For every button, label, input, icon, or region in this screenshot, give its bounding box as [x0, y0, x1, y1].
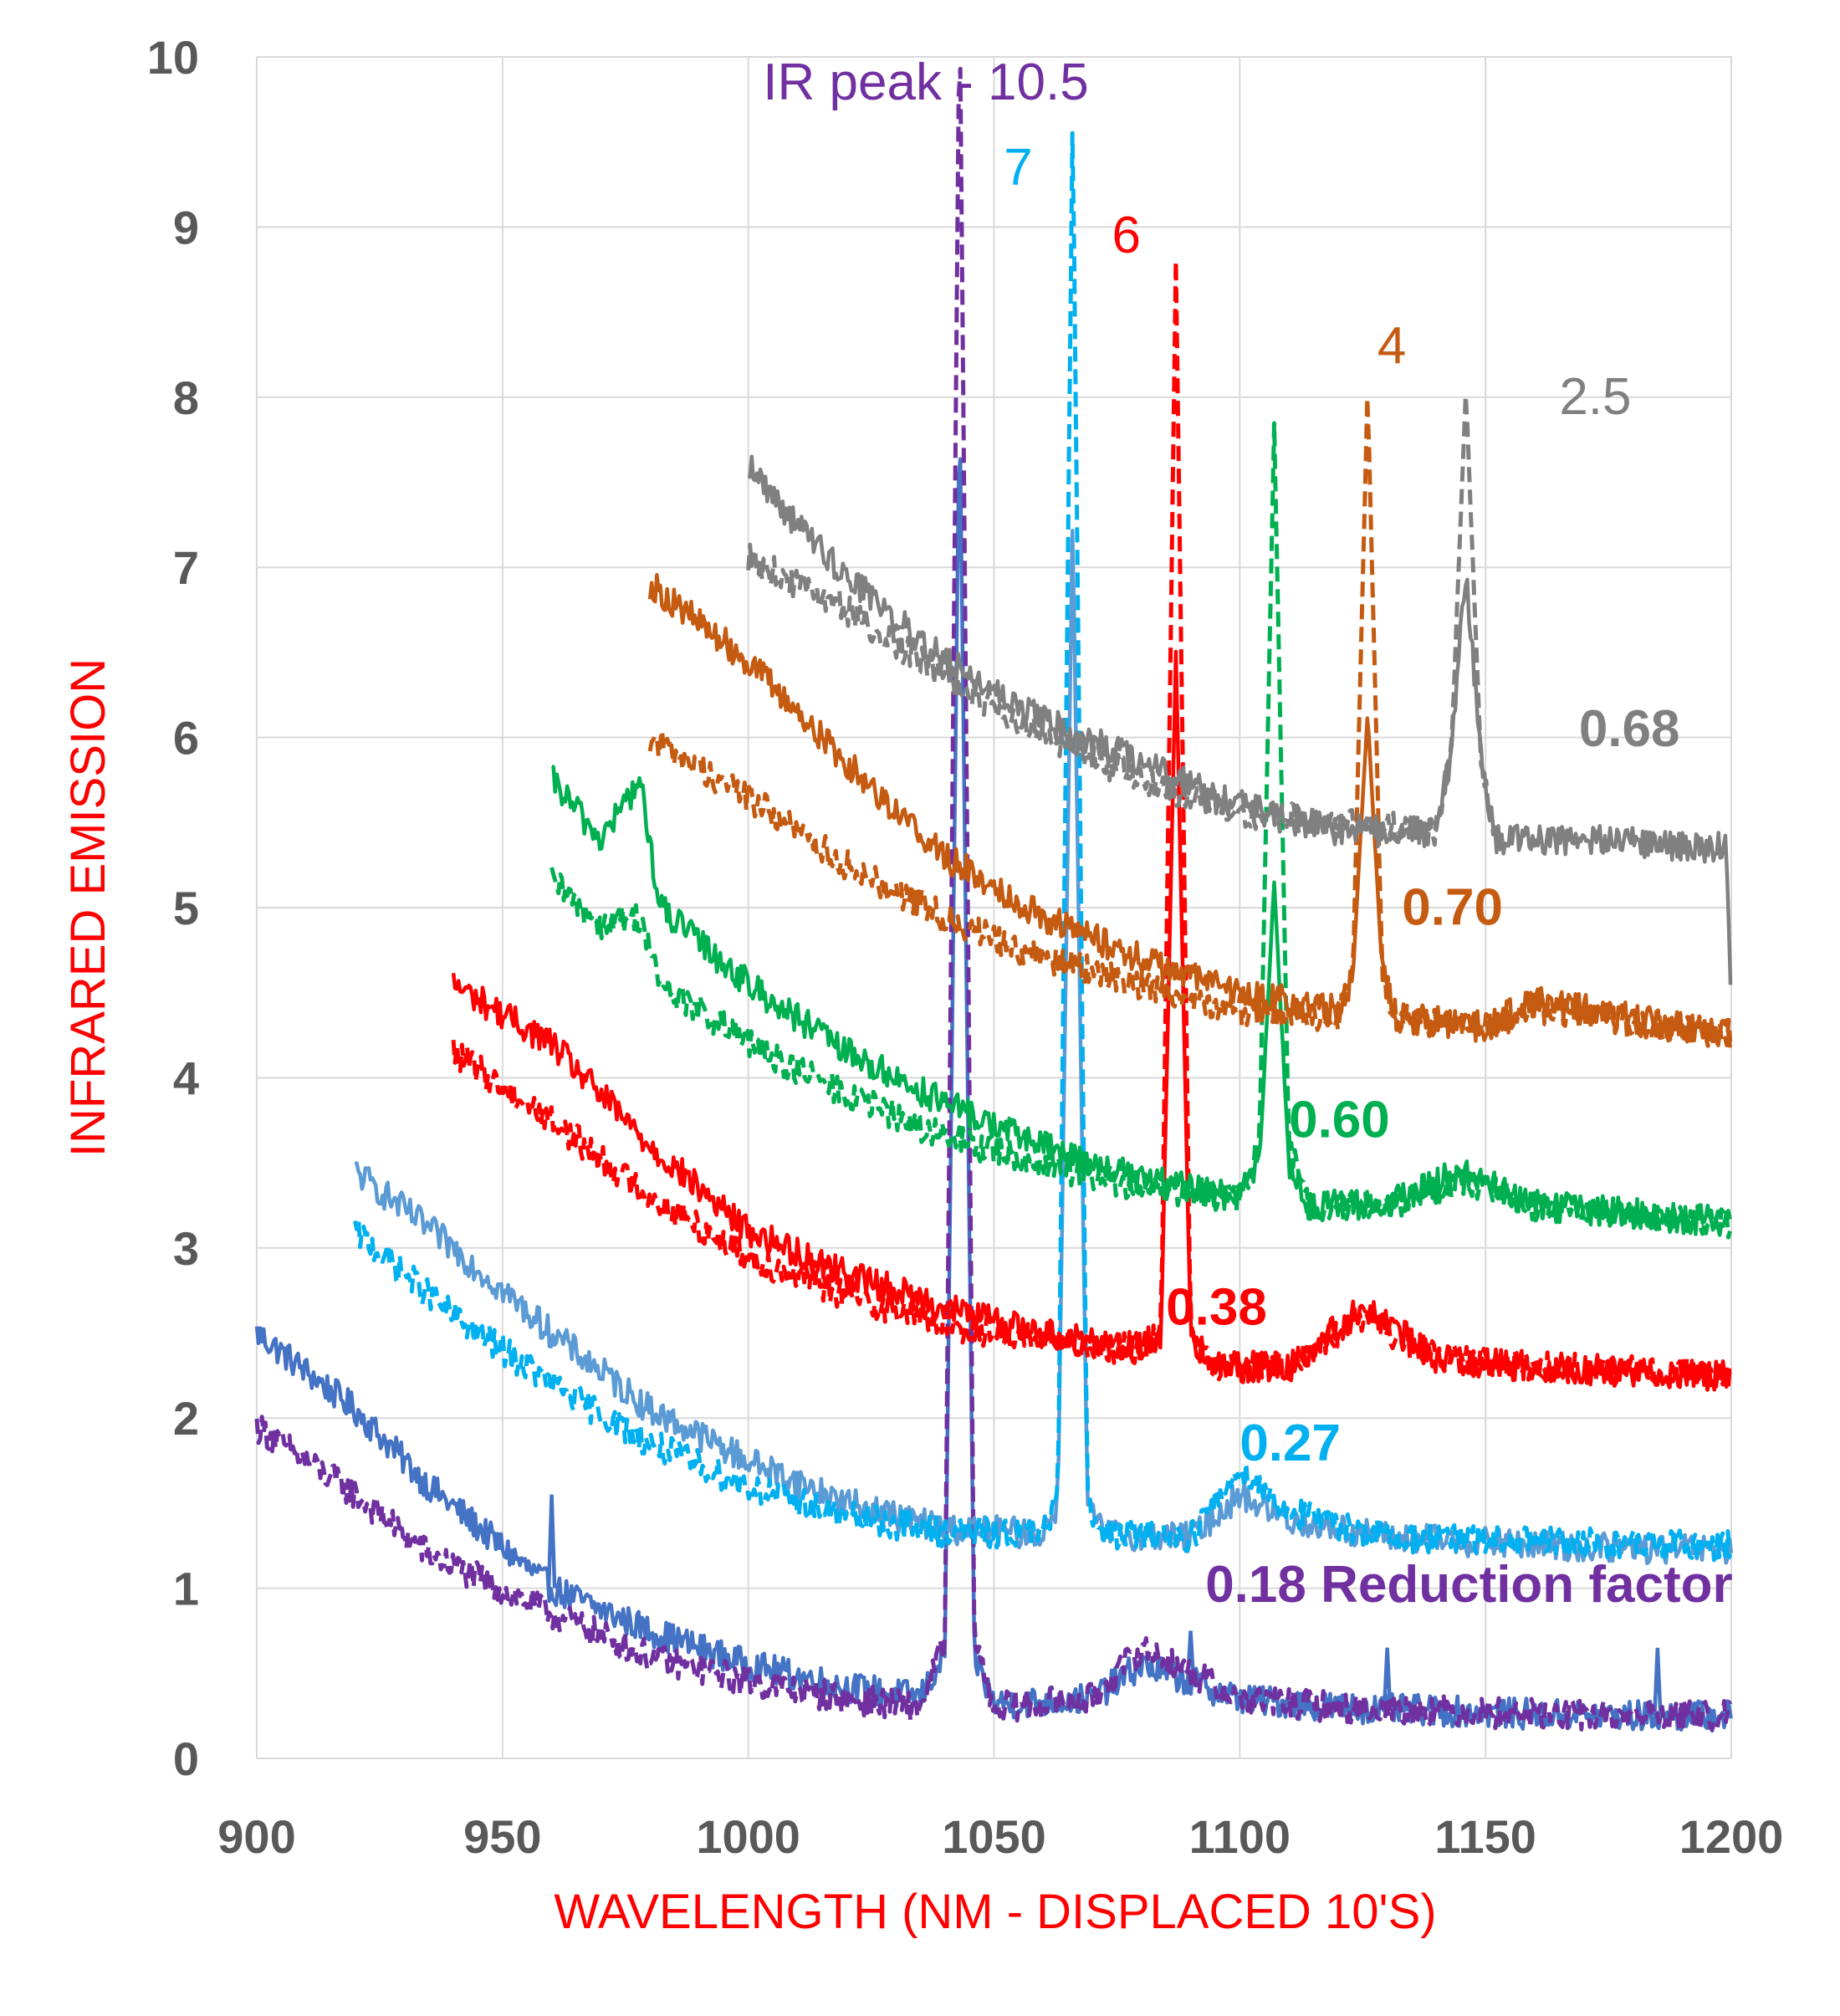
- series-0-68-dashed: [746, 393, 1497, 847]
- series-spike: [546, 1494, 557, 1589]
- y-axis-title: INFRARED EMISSION: [61, 658, 115, 1157]
- y-tick-label: 1: [173, 1563, 199, 1615]
- x-tick-label: 1100: [1189, 1810, 1291, 1863]
- y-tick-label: 10: [147, 31, 199, 84]
- x-tick-label: 1150: [1434, 1810, 1536, 1863]
- series-line: [549, 421, 1732, 1240]
- x-tick-label: 1200: [1679, 1810, 1784, 1863]
- x-tick-label: 950: [463, 1810, 541, 1863]
- series-line: [647, 573, 1733, 1048]
- y-tick-label: 5: [173, 882, 199, 934]
- y-tick-label: 7: [173, 541, 199, 594]
- annotation-label: 4: [1377, 317, 1406, 375]
- series-0-38-dashed: [451, 258, 1732, 1392]
- annotation-label: 7: [1004, 139, 1032, 197]
- annotation-label: 0.27: [1239, 1415, 1341, 1472]
- series-line: [647, 395, 1733, 1048]
- y-tick-label: 9: [173, 201, 199, 253]
- annotations: IR peak - 10.5 7 6 4 2.5 0.68 0.70 0.60 0.38 0.27…: [763, 54, 1732, 1614]
- y-tick-label: 2: [173, 1392, 199, 1445]
- series-0-18-dashed: [254, 66, 1733, 1732]
- axes: 0 1 2 3 4 5 6 7 8 9 10 900 950 1000 1050 1100 1150 1200: [147, 31, 1784, 1863]
- series-0-27-dashed: [353, 130, 1733, 1563]
- x-axis-title: WAVELENGTH (NM - DISPLACED 10'S): [554, 1885, 1436, 1939]
- annotation-label: 0.38: [1166, 1278, 1267, 1336]
- series-line: [353, 130, 1733, 1563]
- y-tick-label: 6: [173, 712, 199, 765]
- series-line: [746, 393, 1497, 847]
- annotation-label: 0.70: [1402, 878, 1503, 936]
- series-0-60-dashed: [549, 421, 1732, 1240]
- y-tick-label: 8: [173, 371, 199, 424]
- x-tick-label: 900: [217, 1810, 295, 1863]
- x-tick-label: 1050: [942, 1810, 1046, 1863]
- annotation-label: 0.68: [1579, 700, 1680, 758]
- annotation-label: 6: [1112, 207, 1141, 264]
- series-0-70-solid: [647, 573, 1733, 1048]
- x-tick-label: 1000: [696, 1810, 800, 1863]
- series-0-70-dashed: [647, 395, 1733, 1048]
- y-tick-label: 4: [173, 1051, 199, 1104]
- y-tick-label: 0: [173, 1732, 199, 1785]
- series-0-60-solid: [551, 765, 1732, 1237]
- annotation-label: IR peak - 10.5: [763, 54, 1088, 111]
- plot-area: [254, 66, 1734, 1733]
- series-spike: [1382, 1647, 1393, 1710]
- annotation-label: 2.5: [1559, 368, 1631, 426]
- annotation-label: 0.60: [1289, 1092, 1390, 1149]
- y-tick-label: 3: [173, 1222, 199, 1275]
- annotation-label: 0.18 Reduction factor: [1205, 1556, 1732, 1614]
- grid: [256, 56, 1732, 1759]
- series-line: [254, 66, 1733, 1732]
- series-line: [451, 258, 1732, 1392]
- series-line: [551, 765, 1732, 1237]
- series-spike: [1653, 1647, 1663, 1717]
